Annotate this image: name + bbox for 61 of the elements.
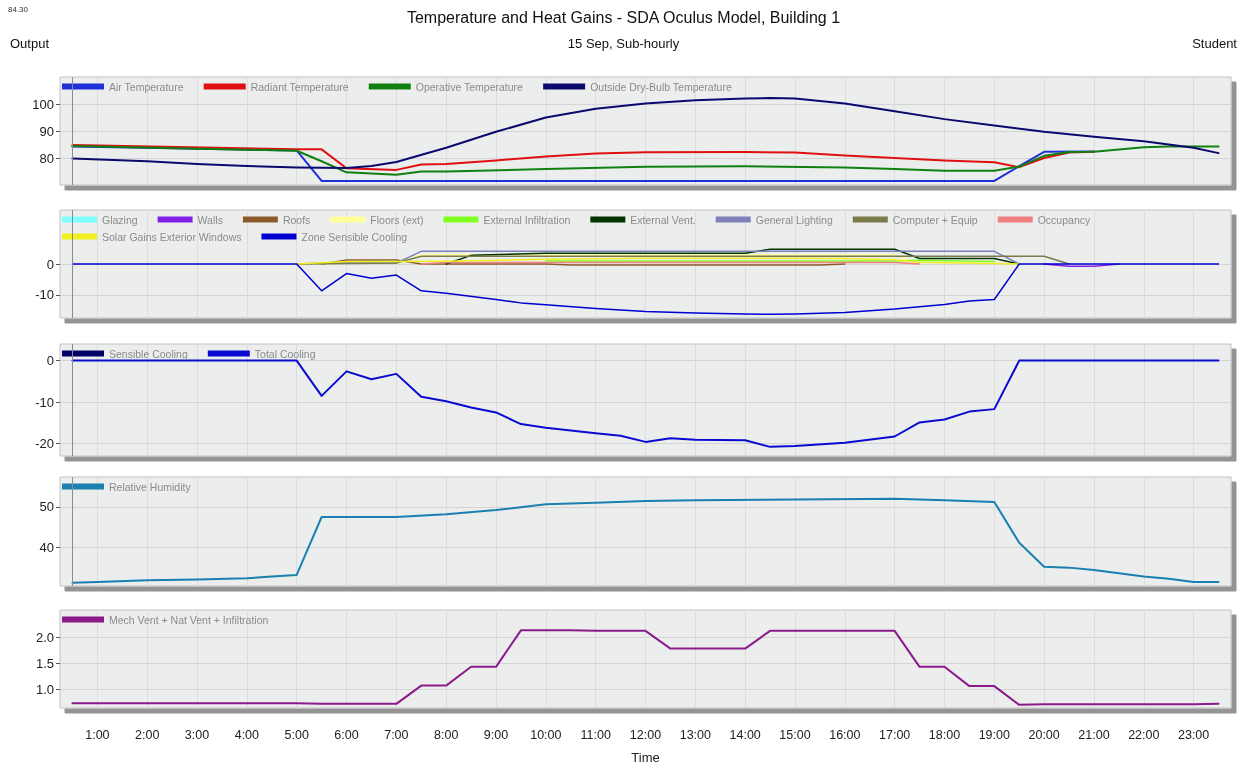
chart-subtitle: 15 Sep, Sub-hourly (567, 36, 680, 51)
x-tick-label: 11:00 (580, 727, 611, 742)
legend-label: Radiant Temperature (250, 80, 349, 93)
legend-label: Roofs (282, 213, 311, 226)
text: Output (10, 36, 50, 52)
x-tick-label: 3:00 (184, 727, 210, 742)
y-tick-label: -20 (35, 436, 54, 452)
y-tick-label: 100 (32, 96, 54, 112)
y-tick-label: -10 (35, 394, 54, 410)
x-axis-title: Time (631, 750, 660, 765)
x-tick-label: 1:00 (85, 727, 110, 742)
legend-label: Relative Humidity (109, 480, 192, 493)
legend-label: Occupancy (1037, 213, 1091, 226)
legend-label: General Lighting (755, 213, 833, 226)
x-tick-label: 7:00 (384, 727, 409, 742)
legend-label: Sensible Cooling (109, 347, 188, 360)
x-tick-label: 21:00 (1078, 727, 1110, 742)
x-tick-label: 19:00 (978, 727, 1010, 742)
x-tick-label: 2:00 (135, 727, 160, 742)
x-tick-label: 13:00 (679, 727, 712, 742)
y-tick-label: -10 (35, 287, 54, 303)
y-tick-label: 1.5 (35, 655, 54, 671)
legend-label: External Infiltration (483, 213, 571, 226)
x-tick-label: 6:00 (334, 727, 359, 742)
legend-label: Glazing (102, 213, 138, 226)
legend-label: Walls (197, 213, 223, 226)
legend-label: Total Cooling (254, 347, 316, 360)
text: 84.30 (8, 5, 29, 15)
x-tick-label: 9:00 (483, 727, 509, 742)
y-tick-label: 50 (39, 499, 54, 515)
y-tick-label: 90 (39, 123, 54, 139)
x-tick-label: 5:00 (284, 727, 309, 742)
x-tick-label: 23:00 (1177, 727, 1210, 742)
legend-label: Mech Vent + Nat Vent + Infiltration (109, 613, 269, 626)
legend-label: Floors (ext) (370, 213, 424, 226)
x-tick-label: 16:00 (829, 727, 861, 742)
y-tick-label: 0 (46, 256, 54, 272)
x-tick-label: 22:00 (1128, 727, 1160, 742)
x-tick-label: 10:00 (530, 727, 562, 742)
x-tick-label: 18:00 (928, 727, 961, 742)
legend-label: Air Temperature (109, 80, 184, 93)
legend-label: Computer + Equip (892, 213, 978, 226)
legend-label: Zone Sensible Cooling (301, 230, 408, 243)
chart-title: Temperature and Heat Gains - SDA Oculus Model, Building 1 (406, 9, 841, 26)
x-tick-label: 20:00 (1028, 727, 1060, 742)
y-tick-label: 80 (39, 150, 54, 166)
legend-label: Solar Gains Exterior Windows (102, 230, 242, 243)
x-tick-label: 17:00 (879, 727, 911, 742)
legend-label: External Vent. (630, 213, 696, 226)
legend-label: Outside Dry-Bulb Temperature (590, 80, 732, 93)
x-tick-label: 8:00 (434, 727, 459, 742)
legend-label: Operative Temperature (415, 80, 524, 93)
y-tick-label: 1.0 (35, 681, 54, 697)
text: Student (1192, 36, 1237, 52)
y-tick-label: 40 (39, 540, 54, 556)
x-tick-label: 14:00 (729, 727, 761, 742)
x-tick-label: 4:00 (234, 727, 260, 742)
x-tick-label: 15:00 (779, 727, 811, 742)
x-tick-label: 12:00 (629, 727, 662, 742)
y-tick-label: 0 (46, 353, 54, 369)
y-tick-label: 2.0 (35, 629, 54, 645)
